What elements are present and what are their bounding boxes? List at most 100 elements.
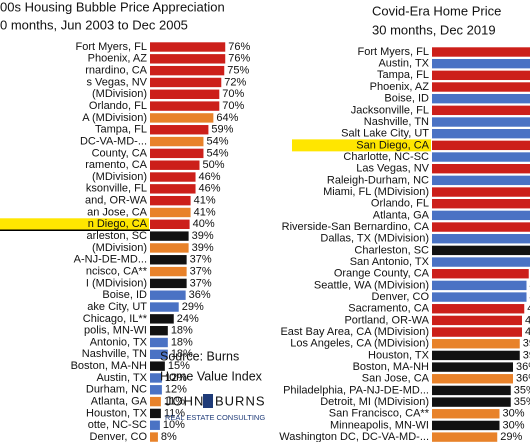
value-label: 37% [190, 254, 212, 266]
chart-subtitle: 0 months, Jun 2003 to Dec 2005 [0, 17, 188, 32]
category-label: San Jose, CA [362, 373, 430, 385]
value-label: 12% [165, 372, 187, 384]
value-label: 39% [192, 230, 214, 242]
bar [432, 269, 529, 279]
category-label: Boston, MA-NH [353, 361, 429, 373]
bar [432, 315, 522, 326]
category-label: San Antonio, TX [350, 256, 430, 268]
bar [432, 140, 530, 151]
value-label: 50% [203, 159, 225, 171]
category-label: Miami, FL (MDivision) [323, 186, 429, 198]
logo-text: BURNS [215, 393, 266, 408]
category-label: Las Vegas, NV [356, 163, 429, 175]
category-label: ramento, CA [85, 159, 147, 171]
category-label: Sacramento, CA [348, 303, 429, 315]
bar [432, 175, 530, 186]
highlight [292, 139, 431, 152]
bar [432, 47, 530, 57]
bar [432, 58, 530, 69]
bar [432, 105, 530, 116]
bar [150, 54, 226, 64]
bar [150, 349, 168, 360]
bar [432, 245, 530, 256]
category-label: A (MDivision) [82, 112, 147, 124]
bar [432, 210, 530, 221]
value-label: 36% [516, 373, 530, 385]
value-label: 35% [514, 384, 530, 396]
bar [432, 187, 530, 197]
bar [432, 222, 530, 232]
value-label: 11% [164, 407, 185, 419]
value-label: 54% [206, 147, 228, 159]
bar [150, 432, 158, 442]
value-label: 76% [228, 41, 250, 53]
category-label: (MDivision) [92, 171, 147, 183]
value-label: 40% [193, 218, 215, 230]
category-label: ncisco, CA** [86, 265, 148, 277]
category-label: Houston, TX [86, 407, 148, 419]
category-label: (MDivision) [92, 88, 147, 100]
value-label: 29% [500, 431, 522, 442]
bar [432, 234, 530, 244]
value-label: 64% [216, 112, 238, 124]
bar [432, 339, 520, 349]
value-label: 72% [224, 76, 246, 88]
value-label: 75% [227, 65, 249, 77]
value-label: 36% [516, 361, 530, 373]
category-label: Detroit, MI (MDivision) [320, 396, 429, 408]
bar [432, 152, 530, 162]
bar [432, 93, 530, 104]
category-label: Orange County, CA [334, 268, 430, 280]
value-label: 46% [199, 183, 221, 195]
category-label: Fort Myers, FL [357, 46, 429, 58]
category-label: San Diego, CA [356, 139, 429, 151]
value-label: 11% [164, 396, 185, 408]
category-label: Boise, ID [102, 289, 147, 301]
bar [150, 219, 190, 229]
value-label: 30% [503, 419, 525, 431]
value-label: 10% [163, 419, 185, 431]
category-label: Atlanta, GA [91, 396, 148, 408]
category-label: Nashville, TN [364, 116, 429, 128]
chart-title: 00s Housing Bubble Price Appreciation [0, 0, 225, 14]
bar [150, 361, 165, 371]
category-label: Tampa, FL [95, 124, 147, 136]
bar [432, 117, 530, 127]
category-label: Phoenix, AZ [370, 81, 430, 93]
value-label: 76% [228, 53, 250, 65]
bar [432, 292, 527, 302]
bar [432, 362, 513, 372]
bar [150, 302, 179, 312]
category-label: Seattle, WA (MDivision) [314, 279, 429, 291]
category-label: East Bay Area, CA (MDivision) [280, 326, 429, 338]
category-label: Denver, CO [90, 431, 148, 442]
value-label: 18% [171, 325, 193, 337]
bar [150, 278, 187, 289]
category-label: Washington DC, DC-VA-MD-... [279, 431, 429, 442]
category-label: Raleigh-Durham, NC [327, 174, 429, 186]
value-label: 37% [190, 265, 212, 277]
category-label: I (MDivision) [86, 277, 147, 289]
category-label: Austin, TX [96, 372, 147, 384]
bar [150, 408, 161, 419]
category-label: Houston, TX [368, 349, 430, 361]
value-label: 24% [177, 313, 199, 325]
value-label: 70% [222, 88, 244, 100]
value-label: 15% [168, 360, 190, 372]
source-note: Home Value Index [160, 369, 263, 383]
bar [150, 160, 200, 170]
category-label: s Vegas, NV [86, 76, 147, 88]
bar [432, 304, 525, 314]
category-label: Austin, TX [378, 58, 429, 70]
value-label: 37% [190, 277, 212, 289]
value-label: 54% [206, 135, 228, 147]
category-label: Jacksonville, FL [351, 104, 429, 116]
bar [432, 82, 530, 92]
highlight [0, 218, 149, 231]
bar [150, 337, 168, 348]
bar [150, 290, 186, 300]
category-label: Tampa, FL [377, 69, 429, 81]
bar [150, 172, 196, 182]
